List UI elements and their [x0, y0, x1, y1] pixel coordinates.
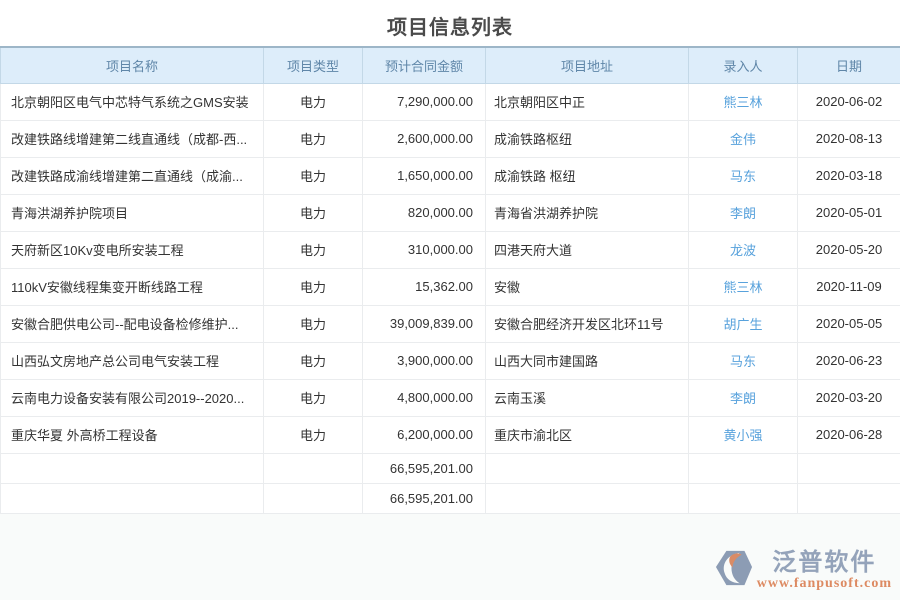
cell-date: 2020-05-01 — [797, 193, 900, 232]
recorder-link[interactable]: 李朗 — [729, 391, 756, 406]
total-amount: 66,595,201.00 — [362, 482, 486, 514]
cell-date: 2020-08-13 — [797, 119, 900, 158]
cell-project-address: 成渝铁路 枢纽 — [485, 156, 689, 195]
table-header: 项目名称 项目类型 预计合同金额 项目地址 录入人 日期 — [0, 47, 900, 84]
column-header-project-name: 项目名称 — [0, 47, 264, 84]
cell-project-type: 电力 — [263, 415, 363, 454]
cell-project-name: 改建铁路成渝线增建第二直通线（成渝... — [0, 156, 264, 195]
table-row: 山西弘文房地产总公司电气安装工程 电力 3,900,000.00 山西大同市建国… — [0, 341, 900, 380]
table-body: 北京朝阳区电气中芯特气系统之GMS安装 电力 7,290,000.00 北京朝阳… — [0, 82, 900, 454]
cell-date: 2020-03-20 — [797, 378, 900, 417]
table-row: 青海洪湖养护院项目 电力 820,000.00 青海省洪湖养护院 李朗 2020… — [0, 193, 900, 232]
cell-contract-amount: 15,362.00 — [362, 267, 486, 306]
cell-project-address: 山西大同市建国路 — [485, 341, 689, 380]
cell-contract-amount: 3,900,000.00 — [362, 341, 486, 380]
cell-project-type: 电力 — [263, 119, 363, 158]
recorder-link[interactable]: 黄小强 — [723, 428, 763, 443]
total-row: 66,595,201.00 — [0, 482, 900, 514]
recorder-link[interactable]: 马东 — [729, 169, 756, 184]
recorder-link[interactable]: 龙波 — [729, 243, 756, 258]
table-row: 北京朝阳区电气中芯特气系统之GMS安装 电力 7,290,000.00 北京朝阳… — [0, 82, 900, 121]
cell-date: 2020-03-18 — [797, 156, 900, 195]
cell-project-name: 天府新区10Kv变电所安装工程 — [0, 230, 264, 269]
table-totals: 66,595,201.00 66,595,201.00 — [0, 452, 900, 514]
table-row: 重庆华夏 外高桥工程设备 电力 6,200,000.00 重庆市渝北区 黄小强 … — [0, 415, 900, 454]
column-header-date: 日期 — [797, 47, 900, 84]
column-header-recorder: 录入人 — [688, 47, 798, 84]
recorder-link[interactable]: 熊三林 — [723, 95, 763, 110]
cell-date: 2020-06-02 — [797, 82, 900, 121]
cell-contract-amount: 4,800,000.00 — [362, 378, 486, 417]
cell-contract-amount: 6,200,000.00 — [362, 415, 486, 454]
recorder-link[interactable]: 胡广生 — [723, 317, 763, 332]
cell-date: 2020-06-23 — [797, 341, 900, 380]
page-title: 项目信息列表 — [387, 17, 513, 39]
cell-date: 2020-06-28 — [797, 415, 900, 454]
cell-project-type: 电力 — [263, 378, 363, 417]
cell-project-type: 电力 — [263, 304, 363, 343]
column-header-contract-amount: 预计合同金额 — [362, 47, 486, 84]
cell-contract-amount: 310,000.00 — [362, 230, 486, 269]
cell-contract-amount: 820,000.00 — [362, 193, 486, 232]
table-row: 改建铁路线增建第二线直通线（成都-西... 电力 2,600,000.00 成渝… — [0, 119, 900, 158]
table-row: 安徽合肥供电公司--配电设备检修维护... 电力 39,009,839.00 安… — [0, 304, 900, 343]
brand-name: 泛普软件 — [772, 549, 877, 576]
cell-project-address: 四港天府大道 — [485, 230, 689, 269]
cell-project-address: 成渝铁路枢纽 — [485, 119, 689, 158]
recorder-link[interactable]: 金伟 — [729, 132, 756, 147]
cell-project-address: 青海省洪湖养护院 — [485, 193, 689, 232]
cell-project-type: 电力 — [263, 156, 363, 195]
cell-contract-amount: 1,650,000.00 — [362, 156, 486, 195]
footer: 泛普软件 www.fanpusoft.com — [0, 514, 900, 600]
cell-project-address: 重庆市渝北区 — [485, 415, 689, 454]
cell-contract-amount: 39,009,839.00 — [362, 304, 486, 343]
cell-project-name: 110kV安徽线程集变开断线路工程 — [0, 267, 264, 306]
cell-contract-amount: 7,290,000.00 — [362, 82, 486, 121]
table-row: 天府新区10Kv变电所安装工程 电力 310,000.00 四港天府大道 龙波 … — [0, 230, 900, 269]
cell-contract-amount: 2,600,000.00 — [362, 119, 486, 158]
cell-project-name: 北京朝阳区电气中芯特气系统之GMS安装 — [0, 82, 264, 121]
cell-date: 2020-05-05 — [797, 304, 900, 343]
column-header-project-type: 项目类型 — [263, 47, 363, 84]
cell-project-name: 云南电力设备安装有限公司2019--2020... — [0, 378, 264, 417]
cell-project-name: 青海洪湖养护院项目 — [0, 193, 264, 232]
fanpu-logo: 泛普软件 www.fanpusoft.com — [715, 548, 892, 593]
cell-date: 2020-11-09 — [797, 267, 900, 306]
column-header-project-address: 项目地址 — [485, 47, 689, 84]
cell-project-type: 电力 — [263, 193, 363, 232]
cell-project-name: 改建铁路线增建第二线直通线（成都-西... — [0, 119, 264, 158]
fanpu-logo-icon — [715, 548, 753, 593]
table-row: 云南电力设备安装有限公司2019--2020... 电力 4,800,000.0… — [0, 378, 900, 417]
cell-project-name: 重庆华夏 外高桥工程设备 — [0, 415, 264, 454]
table-row: 110kV安徽线程集变开断线路工程 电力 15,362.00 安徽 熊三林 20… — [0, 267, 900, 306]
cell-project-address: 安徽合肥经济开发区北环11号 — [485, 304, 689, 343]
table-row: 改建铁路成渝线增建第二直通线（成渝... 电力 1,650,000.00 成渝铁… — [0, 156, 900, 195]
cell-project-type: 电力 — [263, 82, 363, 121]
cell-project-type: 电力 — [263, 230, 363, 269]
brand-url: www.fanpusoft.com — [756, 576, 892, 591]
cell-project-type: 电力 — [263, 267, 363, 306]
recorder-link[interactable]: 马东 — [729, 354, 756, 369]
cell-project-address: 云南玉溪 — [485, 378, 689, 417]
cell-date: 2020-05-20 — [797, 230, 900, 269]
subtotal-row: 66,595,201.00 — [0, 452, 900, 484]
cell-project-name: 山西弘文房地产总公司电气安装工程 — [0, 341, 264, 380]
cell-project-address: 安徽 — [485, 267, 689, 306]
subtotal-amount: 66,595,201.00 — [362, 452, 486, 484]
cell-project-address: 北京朝阳区中正 — [485, 82, 689, 121]
recorder-link[interactable]: 李朗 — [729, 206, 756, 221]
cell-project-type: 电力 — [263, 341, 363, 380]
recorder-link[interactable]: 熊三林 — [723, 280, 763, 295]
cell-project-name: 安徽合肥供电公司--配电设备检修维护... — [0, 304, 264, 343]
project-table: 项目名称 项目类型 预计合同金额 项目地址 录入人 日期 北京朝阳区电气中芯特气… — [0, 46, 900, 514]
